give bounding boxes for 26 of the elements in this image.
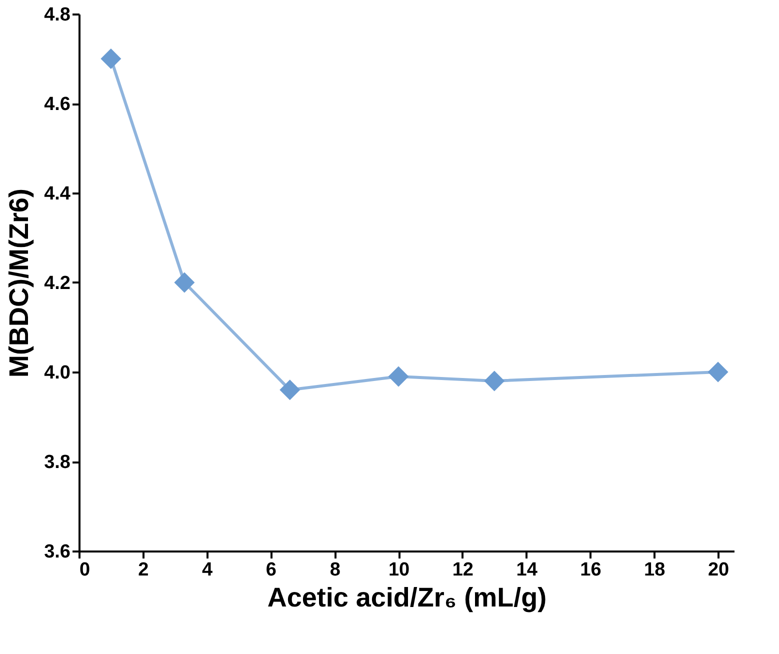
y-tick-label: 3.6: [44, 542, 70, 562]
x-tick-label: 16: [580, 560, 602, 580]
y-tick-label: 4.4: [44, 184, 71, 204]
y-tick-label: 4.8: [44, 4, 70, 26]
point: [388, 366, 409, 387]
y-tick-label: 4.2: [44, 273, 70, 294]
x-tick-label: 2: [138, 560, 149, 580]
x-tick-label: 4: [202, 560, 214, 580]
point: [280, 380, 300, 400]
x-tick-label: 20: [708, 560, 730, 580]
x-tick-label: 0: [80, 560, 90, 580]
y-axis-title: M(BDC)/M(Zr6): [4, 188, 34, 378]
point: [484, 370, 505, 392]
x-tick-label: 18: [644, 560, 666, 580]
y-tick-label: 3.8: [44, 452, 70, 473]
y-tick-label: 4.6: [44, 94, 70, 115]
point: [708, 362, 728, 382]
x-tick-label: 10: [388, 560, 410, 580]
point: [100, 48, 122, 69]
y-tick-label: 4.0: [44, 362, 70, 384]
x-tick-label: 8: [330, 560, 340, 580]
x-axis-title: Acetic acid/Zr₆ (mL/g): [267, 582, 547, 612]
x-tick-label: 12: [452, 560, 474, 580]
x-tick-label: 6: [266, 560, 276, 580]
point: [174, 272, 195, 293]
x-tick-label: 14: [516, 560, 538, 580]
